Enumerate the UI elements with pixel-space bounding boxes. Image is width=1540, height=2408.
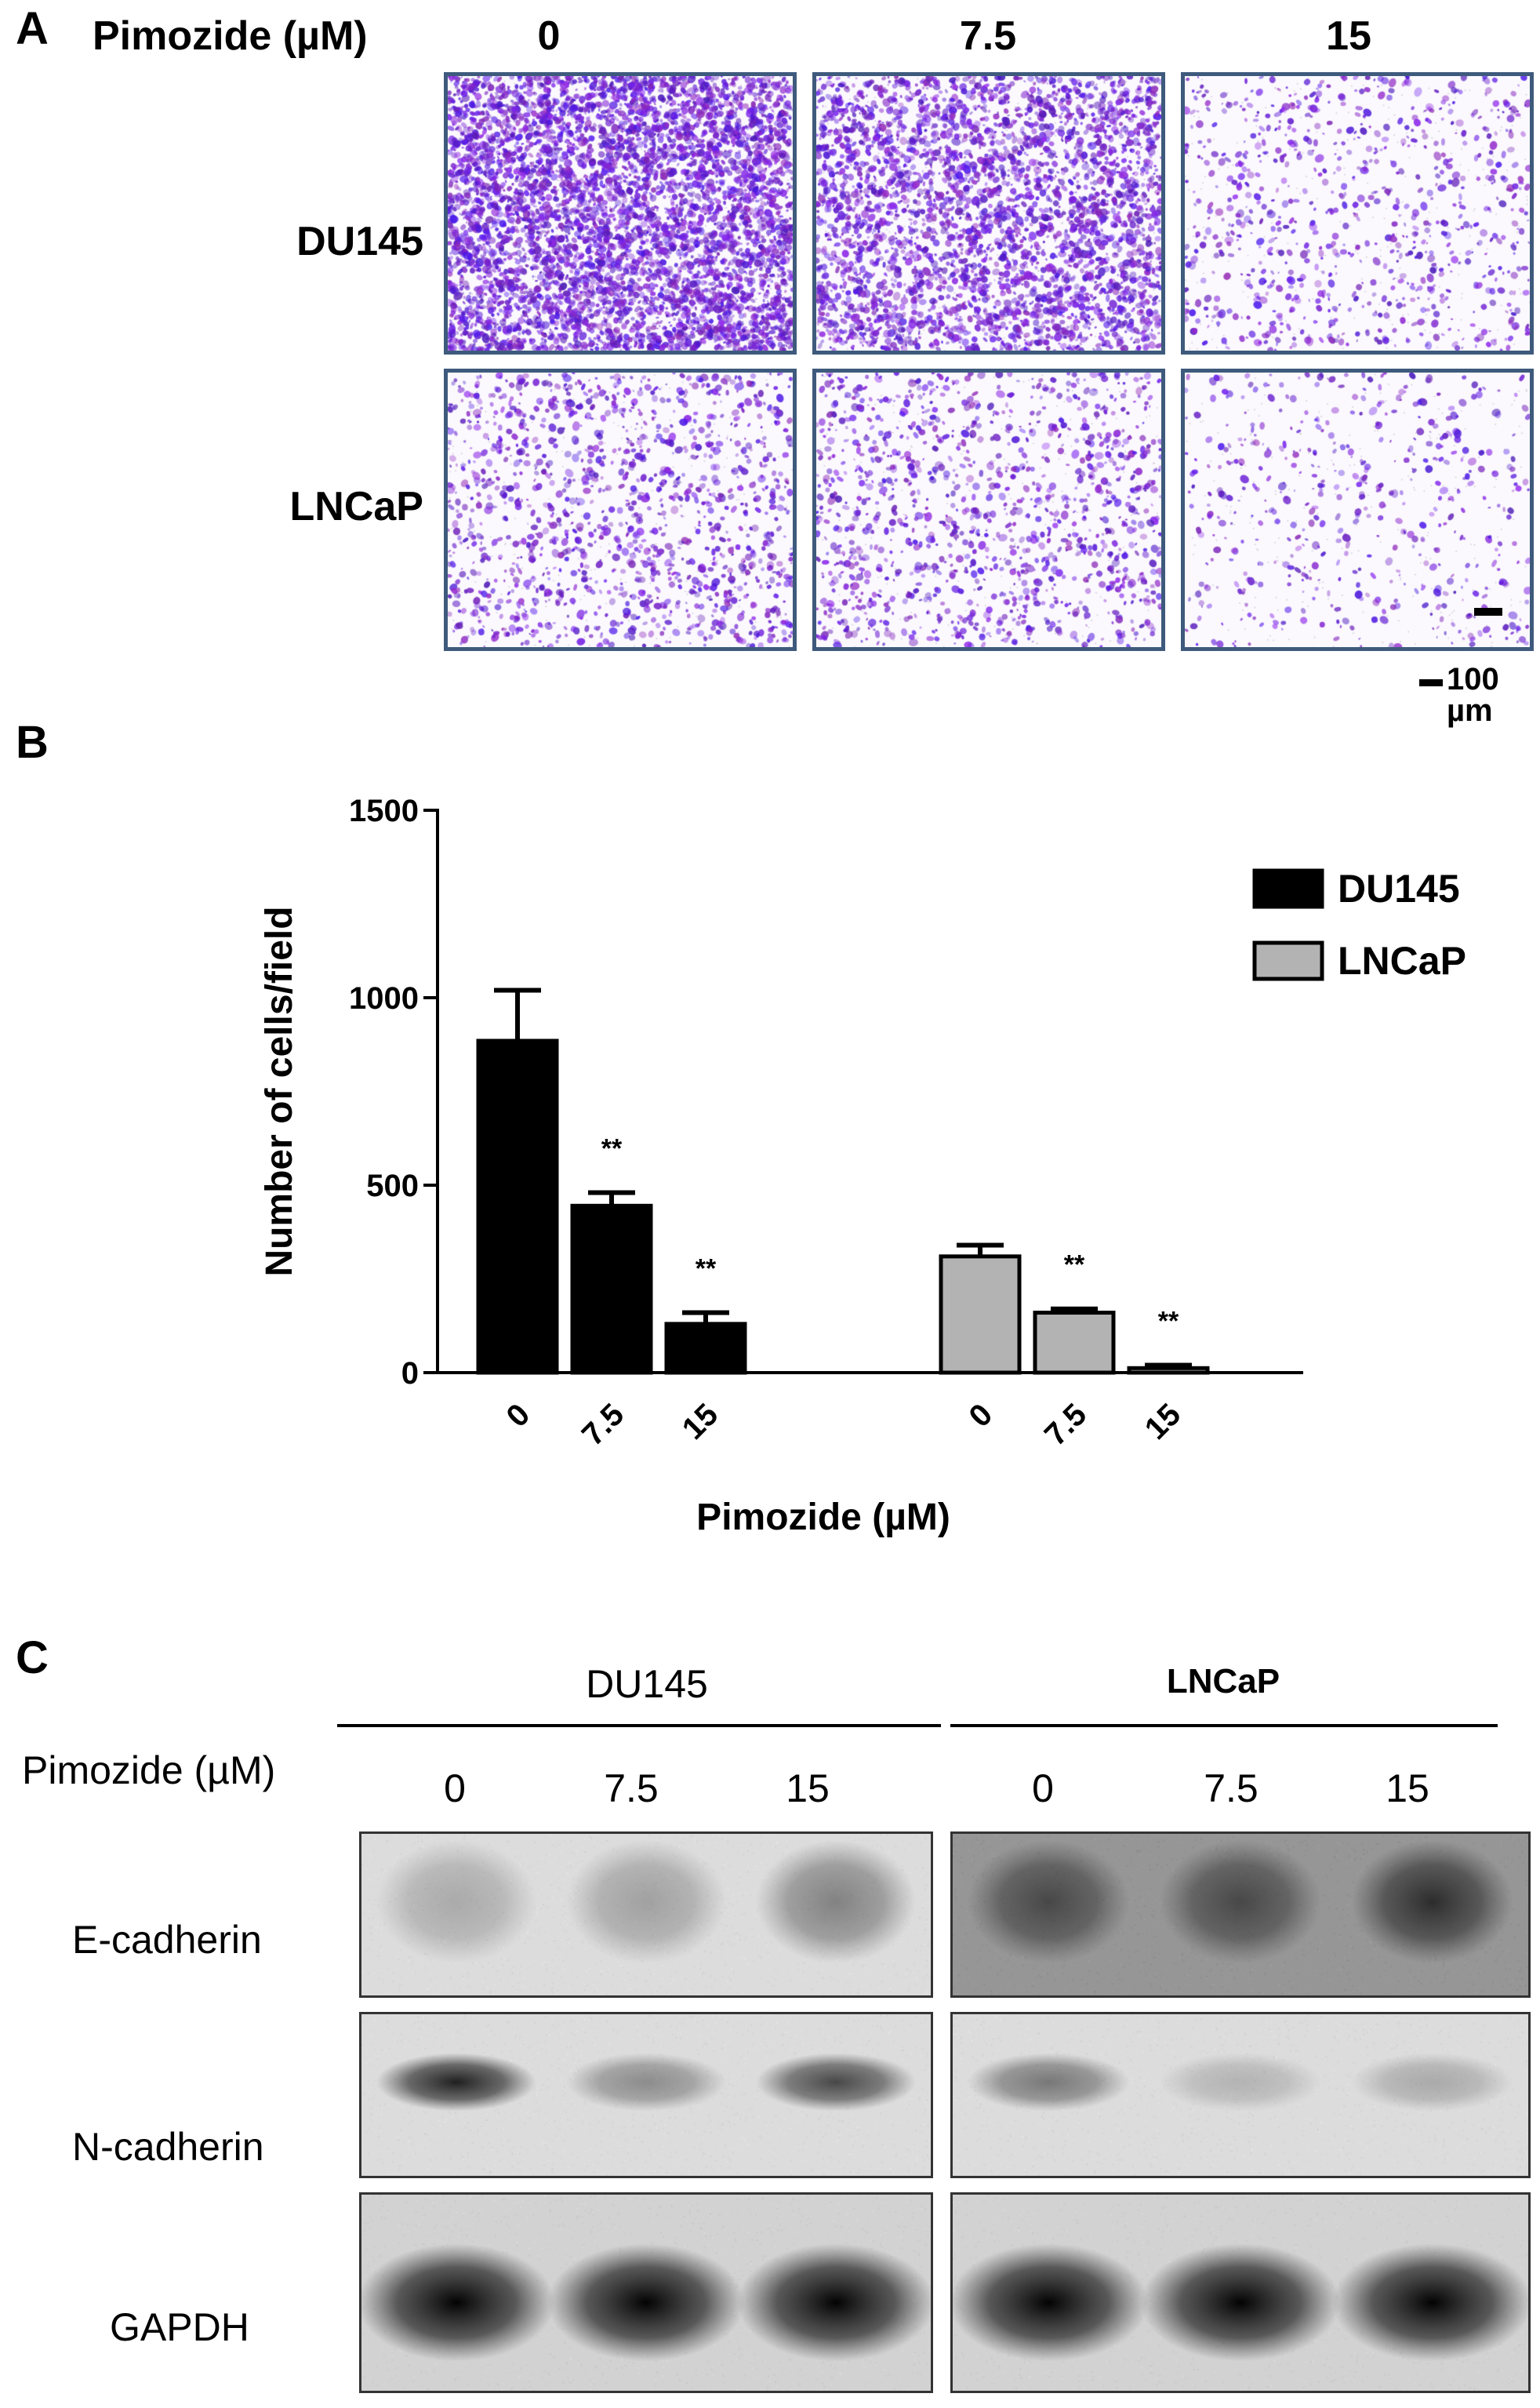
panel-a-dose-15: 15 <box>1326 13 1371 59</box>
protein-label-n-cadherin: N-cadherin <box>72 2125 264 2169</box>
wb-dose-du145-15: 15 <box>786 1766 830 1810</box>
wb-dose-du145-0: 0 <box>444 1766 466 1810</box>
micrograph-lncap-7-5 <box>812 369 1165 651</box>
x-tick-label-DU145-0: 0 <box>500 1397 537 1434</box>
scale-bar <box>1419 679 1443 686</box>
protein-label-e-cadherin: E-cadherin <box>72 1918 262 1962</box>
group-label-lncap: LNCaP <box>1166 1662 1280 1701</box>
scale-bar-inset <box>1474 608 1502 616</box>
bar-chart: 0 500 1000 1500 Number of cells/field 0 ** 7.5 *… <box>259 794 1466 1538</box>
panel-a-dose-header: Pimozide (µM) <box>93 13 368 59</box>
y-tick-label-500: 500 <box>366 1169 419 1203</box>
panel-a-dose-7-5: 7.5 <box>959 13 1017 59</box>
y-tick-label-0: 0 <box>401 1356 419 1391</box>
y-tick-label-1500: 1500 <box>349 794 419 828</box>
x-tick-label-DU145-1: 7.5 <box>576 1397 630 1452</box>
wb-dose-lncap-0: 0 <box>1032 1766 1054 1810</box>
scale-bar-label: 100 µm <box>1447 662 1499 728</box>
bar-DU145-7.5 <box>570 1203 653 1375</box>
blot-n-cadherin-du145 <box>359 2012 933 2178</box>
x-tick-label-LNCaP-1: 7.5 <box>1038 1397 1093 1452</box>
x-tick-label-LNCaP-0: 0 <box>963 1397 1000 1434</box>
group-label-du145: DU145 <box>586 1662 708 1706</box>
sig-mark-DU145-1: ** <box>601 1134 623 1164</box>
micrograph-du145-15 <box>1181 72 1534 355</box>
wb-dose-du145-7-5: 7.5 <box>604 1766 659 1810</box>
micrograph-du145-7-5 <box>812 72 1165 355</box>
x-axis-label: Pimozide (µM) <box>696 1497 950 1538</box>
x-tick-label-LNCaP-2: 15 <box>1139 1397 1188 1446</box>
wb-dose-lncap-7-5: 7.5 <box>1204 1766 1259 1810</box>
blot-n-cadherin-lncap <box>950 2012 1531 2178</box>
blot-gapdh-du145 <box>359 2192 933 2393</box>
panel-a-row-du145: DU145 <box>296 219 423 264</box>
micrograph-lncap-15 <box>1181 369 1534 651</box>
legend-label-LNCaP: LNCaP <box>1338 939 1466 983</box>
sig-mark-LNCaP-2: ** <box>1158 1306 1179 1336</box>
blot-gapdh-lncap <box>950 2192 1531 2393</box>
group-line-lncap <box>950 1724 1498 1727</box>
panel-c-dose-header: Pimozide (µM) <box>22 1748 276 1792</box>
y-tick-label-1000: 1000 <box>349 981 419 1016</box>
blot-e-cadherin-du145 <box>359 1831 933 1998</box>
micrograph-lncap-0 <box>444 369 797 651</box>
panel-a-row-lncap: LNCaP <box>289 484 423 529</box>
y-axis-label: Number of cells/field <box>259 906 300 1276</box>
protein-label-gapdh: GAPDH <box>110 2305 249 2349</box>
legend-swatch-DU145 <box>1252 868 1324 909</box>
panel-a-letter: A <box>16 3 49 54</box>
sig-mark-LNCaP-1: ** <box>1064 1250 1085 1280</box>
bar-DU145-0 <box>476 1038 559 1375</box>
bar-LNCaP-0 <box>939 1254 1022 1375</box>
bar-LNCaP-7.5 <box>1033 1311 1116 1375</box>
x-tick-label-DU145-2: 15 <box>676 1397 725 1446</box>
blot-e-cadherin-lncap <box>950 1831 1531 1998</box>
group-line-du145 <box>337 1724 941 1727</box>
legend-label-DU145: DU145 <box>1338 867 1460 911</box>
legend-swatch-LNCaP <box>1252 940 1324 981</box>
panel-a-dose-0: 0 <box>537 13 561 59</box>
panel-b-letter: B <box>16 717 49 768</box>
bar-LNCaP-15 <box>1127 1366 1210 1375</box>
sig-mark-DU145-2: ** <box>696 1254 717 1284</box>
bar-DU145-15 <box>664 1322 747 1375</box>
panel-c-letter: C <box>16 1632 49 1683</box>
wb-dose-lncap-15: 15 <box>1386 1766 1429 1810</box>
micrograph-du145-0 <box>444 72 797 355</box>
